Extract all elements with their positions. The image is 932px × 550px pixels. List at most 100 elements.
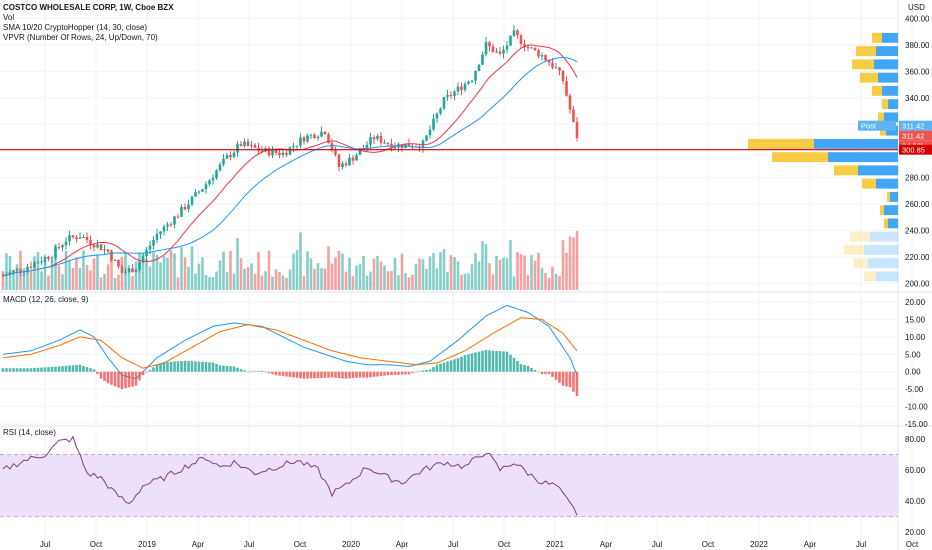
vpvr-down-bar [887,191,890,202]
candle-body [509,35,512,46]
candle-body [306,135,309,142]
macd-histogram-bar [264,371,267,373]
candle-body [138,262,141,270]
macd-histogram-bar [243,370,246,372]
volume-bar [477,261,481,290]
candle-body [365,144,369,148]
volume-bar [131,276,134,290]
volume-bar [180,247,183,290]
time-tick-label: Jul [652,540,662,549]
candle-body [8,272,12,275]
candle-body [491,46,495,53]
volume-bar [12,271,15,290]
volume-bar [89,270,92,290]
volume-bar [106,264,110,290]
volume-bar [414,264,418,290]
candle-body [446,95,449,97]
volume-bar [204,275,208,290]
candle-body [519,35,523,44]
candle-body [243,141,246,146]
volume-bar [173,253,176,290]
volume-bar [57,265,61,290]
volume-bar [407,277,411,290]
volume-bar [43,259,47,290]
macd-histogram-bar [390,371,393,376]
macd-histogram-bar [253,371,257,372]
volume-bar [341,253,344,290]
volume-bar [348,257,351,290]
candle-body [47,256,50,259]
volume-bar [418,258,421,290]
volume-bar [467,273,470,290]
last-price-tag-bg [899,130,932,141]
candle-body [358,149,362,155]
volume-bar [397,275,400,290]
rsi-band-layer [0,453,898,518]
macd-histogram-bar [15,368,19,372]
macd-histogram-bar [43,367,47,372]
volume-bar [572,237,575,290]
macd-histogram-bar [292,371,295,378]
volume-bar [561,240,565,290]
candle-body [505,45,509,50]
macd-histogram-bar [33,367,36,372]
macd-histogram-bar [428,369,432,372]
macd-histogram-bar [36,367,40,372]
candle-body [568,95,572,110]
candle-body [54,246,57,258]
macd-tick-label: -10.00 [905,403,928,412]
candle-body [29,266,33,268]
macd-tick-label: 10.00 [905,333,926,342]
macd-histogram-bar [110,371,113,385]
vpvr-up-bar [878,72,898,83]
vpvr-up-bar [874,59,898,70]
macd-histogram-bar [106,371,110,384]
candle-body [463,83,467,90]
candle-body [337,154,341,168]
volume-bar [176,277,180,290]
candle-body [183,206,187,210]
macd-histogram-bar [54,366,57,372]
candle-body [96,244,99,248]
macd-histogram-bar [575,371,579,397]
volume-bar [491,274,495,290]
candle-body [40,261,43,263]
macd-histogram-bar [491,350,495,372]
candle-body [117,259,120,267]
volume-bar [537,252,540,290]
candle-body [558,67,561,71]
candle-body [218,164,222,171]
macd-histogram-bar [148,369,152,372]
macd-histogram-bar [540,371,544,375]
candle-body [26,266,29,271]
macd-histogram-bar [19,368,22,372]
volume-bar [99,277,103,290]
volume-bar [71,267,75,290]
macd-histogram-bar [320,371,323,378]
volume-bar [78,267,82,290]
macd-histogram-bar [281,371,285,377]
candle-body [99,244,103,251]
macd-histogram-bar [509,354,512,372]
level-price-tag: 300.85 [902,146,925,155]
time-tick-label: 2019 [138,540,156,549]
macd-histogram-bar [460,356,463,372]
macd-histogram-bar [537,371,540,373]
rsi-tick-label: 60.00 [905,466,926,475]
price-candles[interactable] [1,25,579,277]
macd-histogram-bar [64,365,68,372]
macd-histogram-bar [456,358,460,372]
volume-bar [495,255,498,290]
macd-histogram-bar [526,365,530,372]
volume-bar [85,264,89,290]
candle-body [187,204,190,210]
macd-histogram-bar [551,371,554,377]
volume-bar [428,256,432,290]
volume-bar [323,268,327,290]
volume-bar [22,272,26,290]
macd-histogram-bar [96,371,99,375]
volume-bar [530,255,533,290]
candle-body [393,147,397,149]
volume-bar [68,260,71,290]
